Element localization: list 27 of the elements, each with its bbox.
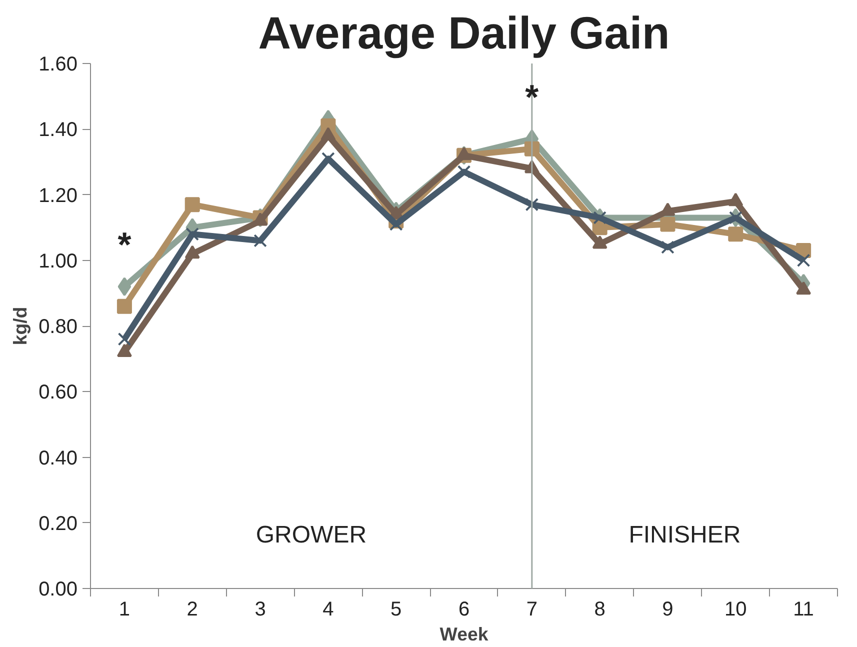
- x-tick-label: 1: [118, 598, 130, 620]
- y-tick-label: 0.60: [38, 382, 78, 404]
- x-tick-label: 10: [724, 598, 747, 620]
- x-tick-label: 6: [458, 598, 470, 620]
- x-tick-label: 4: [322, 598, 334, 620]
- x-axis-title: Week: [440, 624, 489, 644]
- x-tick-label: 9: [662, 598, 674, 620]
- x-tick-label: 2: [186, 598, 198, 620]
- y-axis-title: kg/d: [10, 306, 31, 346]
- annotation: *: [525, 78, 540, 117]
- x-tick-label: 3: [254, 598, 266, 620]
- chart-title: Average Daily Gain: [258, 8, 670, 58]
- x-tick-label: 5: [390, 598, 402, 620]
- y-tick-label: 1.60: [38, 54, 78, 76]
- y-tick-label: 1.00: [38, 250, 78, 272]
- annotation: GROWER: [256, 522, 367, 548]
- annotation: *: [118, 226, 132, 265]
- y-tick-label: 0.00: [38, 578, 78, 600]
- y-tick-label: 0.20: [38, 512, 78, 535]
- y-tick-label: 1.40: [38, 119, 78, 142]
- annotation: FINISHER: [628, 522, 741, 548]
- x-tick-label: 7: [526, 598, 538, 620]
- x-tick-label: 11: [793, 598, 814, 620]
- y-tick-label: 0.40: [38, 447, 78, 470]
- y-tick-label: 0.80: [38, 316, 78, 338]
- x-tick-label: 8: [594, 598, 606, 620]
- y-tick-label: 1.20: [38, 184, 78, 207]
